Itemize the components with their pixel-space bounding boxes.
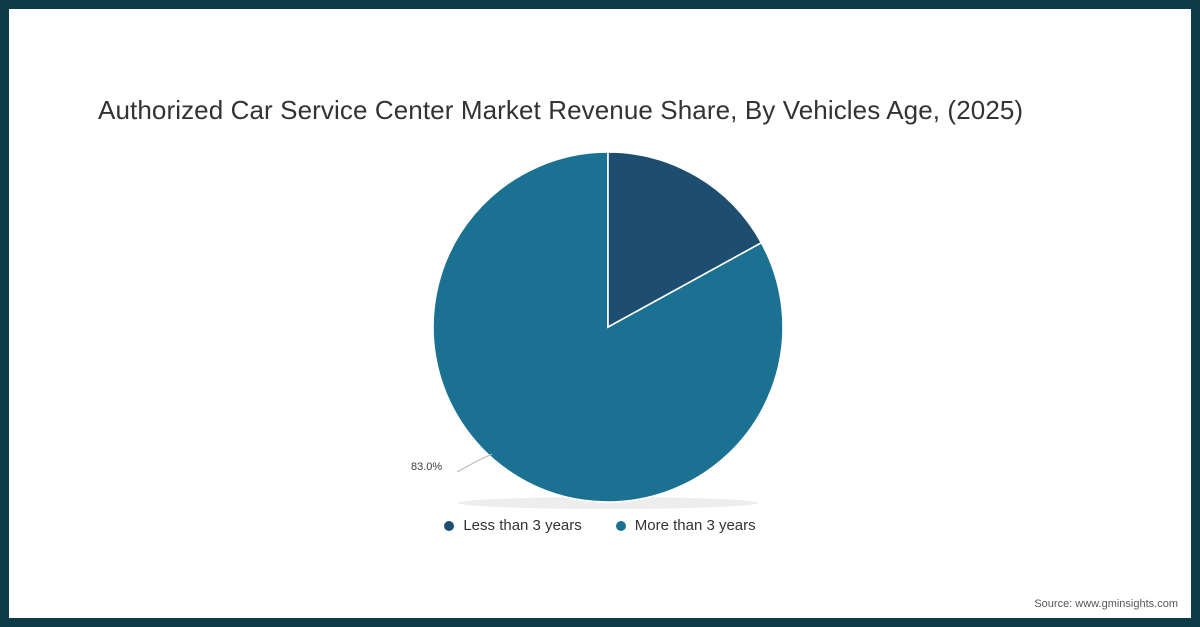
- pie-slice-less-than-3-years[interactable]: [607, 151, 763, 329]
- chart-title: Authorized Car Service Center Market Rev…: [98, 95, 1024, 125]
- data-label-major-slice: 83.0%: [411, 461, 443, 473]
- chart-legend: Less than 3 years More than 3 years: [9, 517, 1191, 534]
- legend-color-swatch-less-than-3-years: [444, 520, 455, 531]
- legend-color-swatch-more-than-3-years: [615, 520, 626, 531]
- pie-shadow: [458, 497, 758, 509]
- chart-canvas: Authorized Car Service Center Market Rev…: [9, 9, 1191, 618]
- legend-label-more-than-3-years: More than 3 years: [634, 517, 756, 534]
- data-label-leader-line: [456, 453, 493, 473]
- source-attribution: Source: www.gminsights.com: [1034, 598, 1178, 610]
- pie-slice-more-than-3-years[interactable]: [432, 151, 784, 503]
- legend-label-less-than-3-years: Less than 3 years: [463, 517, 582, 534]
- legend-item-less-than-3-years[interactable]: Less than 3 years: [444, 517, 582, 534]
- legend-item-more-than-3-years[interactable]: More than 3 years: [615, 517, 756, 534]
